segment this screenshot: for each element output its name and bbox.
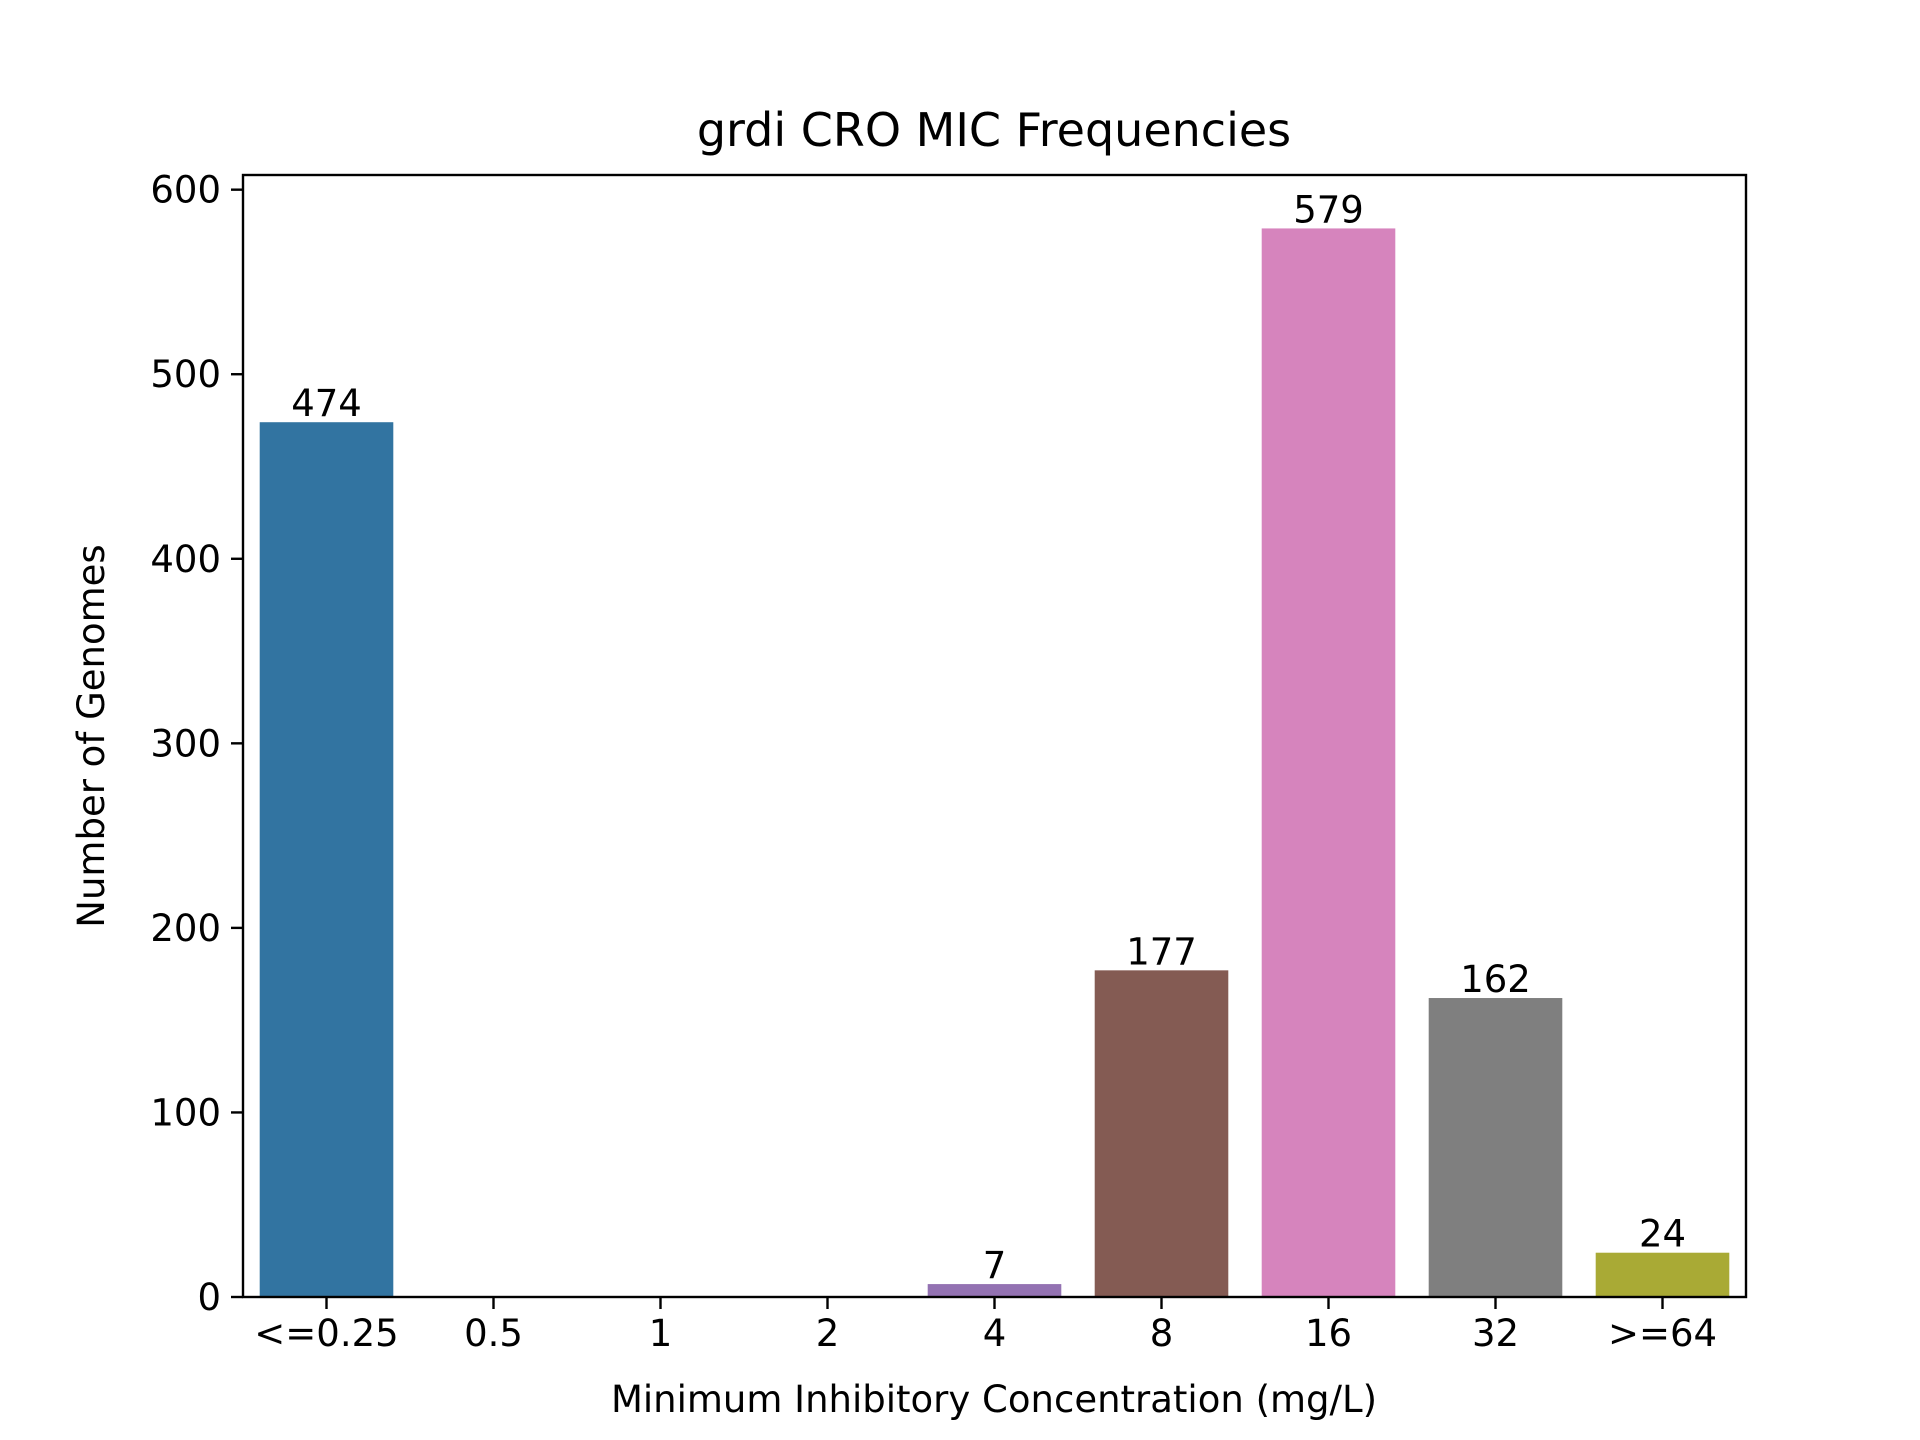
bar-4	[927, 1284, 1062, 1297]
data-label-ge-64: 24	[1639, 1213, 1686, 1256]
y-tick-label-500: 500	[150, 353, 221, 396]
data-label-4: 7	[983, 1244, 1007, 1287]
x-tick-label-1: 1	[649, 1312, 673, 1355]
data-label-8: 177	[1126, 930, 1197, 973]
y-tick-label-600: 600	[150, 169, 221, 212]
y-axis: 0 100 200 300 400 500 600	[150, 169, 243, 1319]
x-tick-label-8: 8	[1150, 1312, 1174, 1355]
y-tick-label-0: 0	[197, 1276, 221, 1319]
y-tick-label-400: 400	[150, 538, 221, 581]
data-label-le-0-25: 474	[291, 382, 362, 425]
y-tick-label-100: 100	[150, 1091, 221, 1134]
y-tick-label-300: 300	[150, 722, 221, 765]
x-tick-label-32: 32	[1472, 1312, 1519, 1355]
x-tick-label-0-5: 0.5	[464, 1312, 523, 1355]
x-tick-label-2: 2	[816, 1312, 840, 1355]
data-label-16: 579	[1293, 188, 1364, 231]
bar-le-0-25	[259, 422, 394, 1298]
x-tick-label-ge-64: >=64	[1608, 1312, 1717, 1355]
bar-32	[1428, 998, 1563, 1297]
bars-group	[259, 228, 1730, 1298]
data-label-32: 162	[1460, 958, 1531, 1001]
y-tick-label-200: 200	[150, 907, 221, 950]
chart-title: grdi CRO MIC Frequencies	[697, 103, 1291, 157]
data-labels-group: 474 7 177 579 162 24	[291, 188, 1686, 1287]
bar-ge-64	[1595, 1252, 1730, 1297]
x-tick-label-16: 16	[1305, 1312, 1352, 1355]
x-axis-label: Minimum Inhibitory Concentration (mg/L)	[611, 1378, 1377, 1421]
x-tick-label-4: 4	[983, 1312, 1007, 1355]
x-axis: <=0.25 0.5 1 2 4 8 16 32 >=64	[254, 1297, 1717, 1355]
bar-16	[1261, 228, 1396, 1297]
y-axis-label: Number of Genomes	[70, 544, 113, 927]
bar-8	[1094, 970, 1229, 1297]
x-tick-label-le-0-25: <=0.25	[254, 1312, 398, 1355]
